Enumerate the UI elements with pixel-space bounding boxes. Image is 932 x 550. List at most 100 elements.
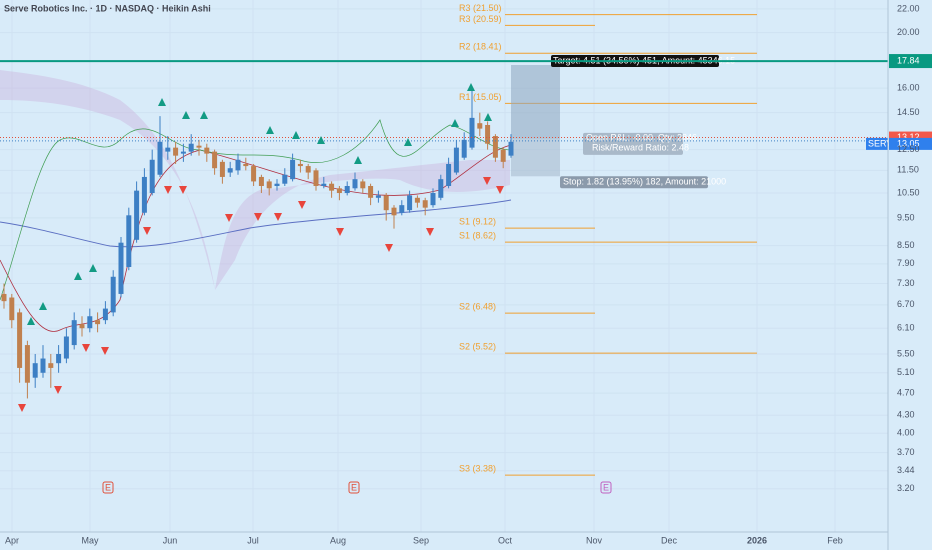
candle-body — [251, 166, 257, 182]
candle-body — [17, 312, 23, 368]
y-tick-label: 8.50 — [897, 240, 915, 250]
buy-signal — [182, 111, 190, 119]
sell-signal — [101, 347, 109, 355]
x-tick-label: Dec — [661, 535, 678, 545]
candle-body — [188, 143, 194, 152]
y-tick-label: 3.44 — [897, 465, 915, 475]
sell-signal — [274, 213, 282, 221]
sell-signal — [254, 213, 262, 221]
marks: R3 (21.50)R3 (20.59) R2 (18.41) R1 (15.05)… — [0, 3, 932, 494]
pivot-label: S1 (8.62) — [459, 230, 496, 240]
candle-body — [297, 163, 303, 167]
candle-body — [266, 181, 272, 189]
candle-body — [508, 141, 514, 156]
candle-body — [126, 215, 132, 268]
candle-body — [344, 185, 350, 194]
candle-body — [477, 123, 483, 129]
sell-signal — [54, 386, 62, 394]
candle-body — [329, 183, 335, 191]
sell-signal — [18, 404, 26, 412]
candle-body — [258, 176, 264, 186]
x-tick-label: Jul — [247, 535, 259, 545]
earnings-label: E — [105, 482, 111, 492]
candle-body — [95, 320, 101, 325]
candle-body — [438, 179, 444, 198]
candle-body — [461, 139, 467, 158]
candle-body — [336, 188, 342, 194]
candle-body — [313, 170, 319, 186]
buy-signal — [404, 138, 412, 146]
y-tick-label: 20.00 — [897, 27, 920, 37]
earnings-box — [600, 481, 612, 494]
pivot-label: R1 (15.05) — [459, 92, 502, 102]
stop-box — [560, 176, 708, 189]
x-tick-label: Jun — [163, 535, 178, 545]
rr-text: Risk/Reward Ratio: 2.48 — [592, 142, 689, 152]
candle-body — [360, 181, 366, 189]
ichimoku-cloud — [0, 70, 510, 290]
earnings-label: E — [351, 482, 357, 492]
x-tick-label: Apr — [5, 535, 19, 545]
candle-body — [102, 308, 108, 321]
y-tick-label: 5.10 — [897, 367, 915, 377]
buy-signal — [451, 119, 459, 127]
close-badge — [889, 137, 932, 150]
candle-body — [500, 149, 506, 162]
y-tick-label: 14.50 — [897, 107, 920, 117]
y-tick-label: 7.90 — [897, 258, 915, 268]
candle-body — [212, 151, 218, 169]
x-tick-label: Nov — [586, 535, 603, 545]
buy-signal — [74, 272, 82, 280]
buy-signal — [467, 83, 475, 91]
candle-body — [24, 345, 30, 383]
candle-body — [87, 316, 93, 329]
buy-signal — [484, 113, 492, 121]
y-tick-label: 3.20 — [897, 483, 915, 493]
candle-body — [422, 200, 428, 208]
x-tick-label: May — [81, 535, 99, 545]
candle-body — [368, 185, 374, 198]
candle-body — [290, 159, 296, 180]
candle-body — [414, 197, 420, 203]
y-tick-label: 5.50 — [897, 348, 915, 358]
buy-signal — [39, 302, 47, 310]
moving-average — [0, 199, 512, 248]
buy-signal — [200, 111, 208, 119]
pivot-label: R2 (18.41) — [459, 42, 502, 52]
candle-body — [446, 163, 452, 186]
candle-body — [1, 293, 7, 302]
earnings-box — [102, 481, 114, 494]
y-tick-label: 3.70 — [897, 447, 915, 457]
buy-signal — [317, 136, 325, 144]
candle-body — [149, 159, 155, 194]
sell-signal — [225, 214, 233, 222]
candle-body — [180, 151, 186, 154]
candle-body — [165, 147, 171, 152]
candle-body — [485, 124, 491, 144]
x-tick-label: Oct — [498, 535, 513, 545]
y-tick-label: 22.00 — [897, 3, 920, 13]
symbol-label: SERV — [868, 138, 892, 148]
earnings-box — [348, 481, 360, 494]
x-tick-label: 2026 — [747, 535, 767, 545]
pivot-label: S1 (9.12) — [459, 216, 496, 226]
candle-body — [383, 195, 389, 211]
buy-signal — [292, 131, 300, 139]
y-tick-label: 4.70 — [897, 387, 915, 397]
y-tick-label: 11.50 — [897, 165, 919, 175]
y-tick-label: 10.50 — [897, 187, 920, 197]
y-tick-label: 6.70 — [897, 299, 915, 309]
pivot-label: S2 (6.48) — [459, 302, 496, 312]
candle-body — [352, 179, 358, 189]
candle-body — [391, 207, 397, 216]
candle-body — [118, 242, 124, 294]
pnl-text: Open P&L: -0.00, Qty: 2846 — [586, 132, 697, 142]
y-tick-label: 7.30 — [897, 278, 915, 288]
candle-body — [134, 190, 140, 240]
candle-body — [274, 183, 280, 186]
candle-body — [430, 193, 436, 206]
hline-badge — [889, 54, 932, 69]
close-label: 13.05 — [897, 138, 920, 148]
